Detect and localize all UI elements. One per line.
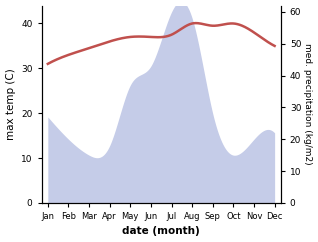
Y-axis label: med. precipitation (kg/m2): med. precipitation (kg/m2): [303, 43, 313, 165]
Y-axis label: max temp (C): max temp (C): [5, 68, 16, 140]
X-axis label: date (month): date (month): [122, 227, 200, 236]
